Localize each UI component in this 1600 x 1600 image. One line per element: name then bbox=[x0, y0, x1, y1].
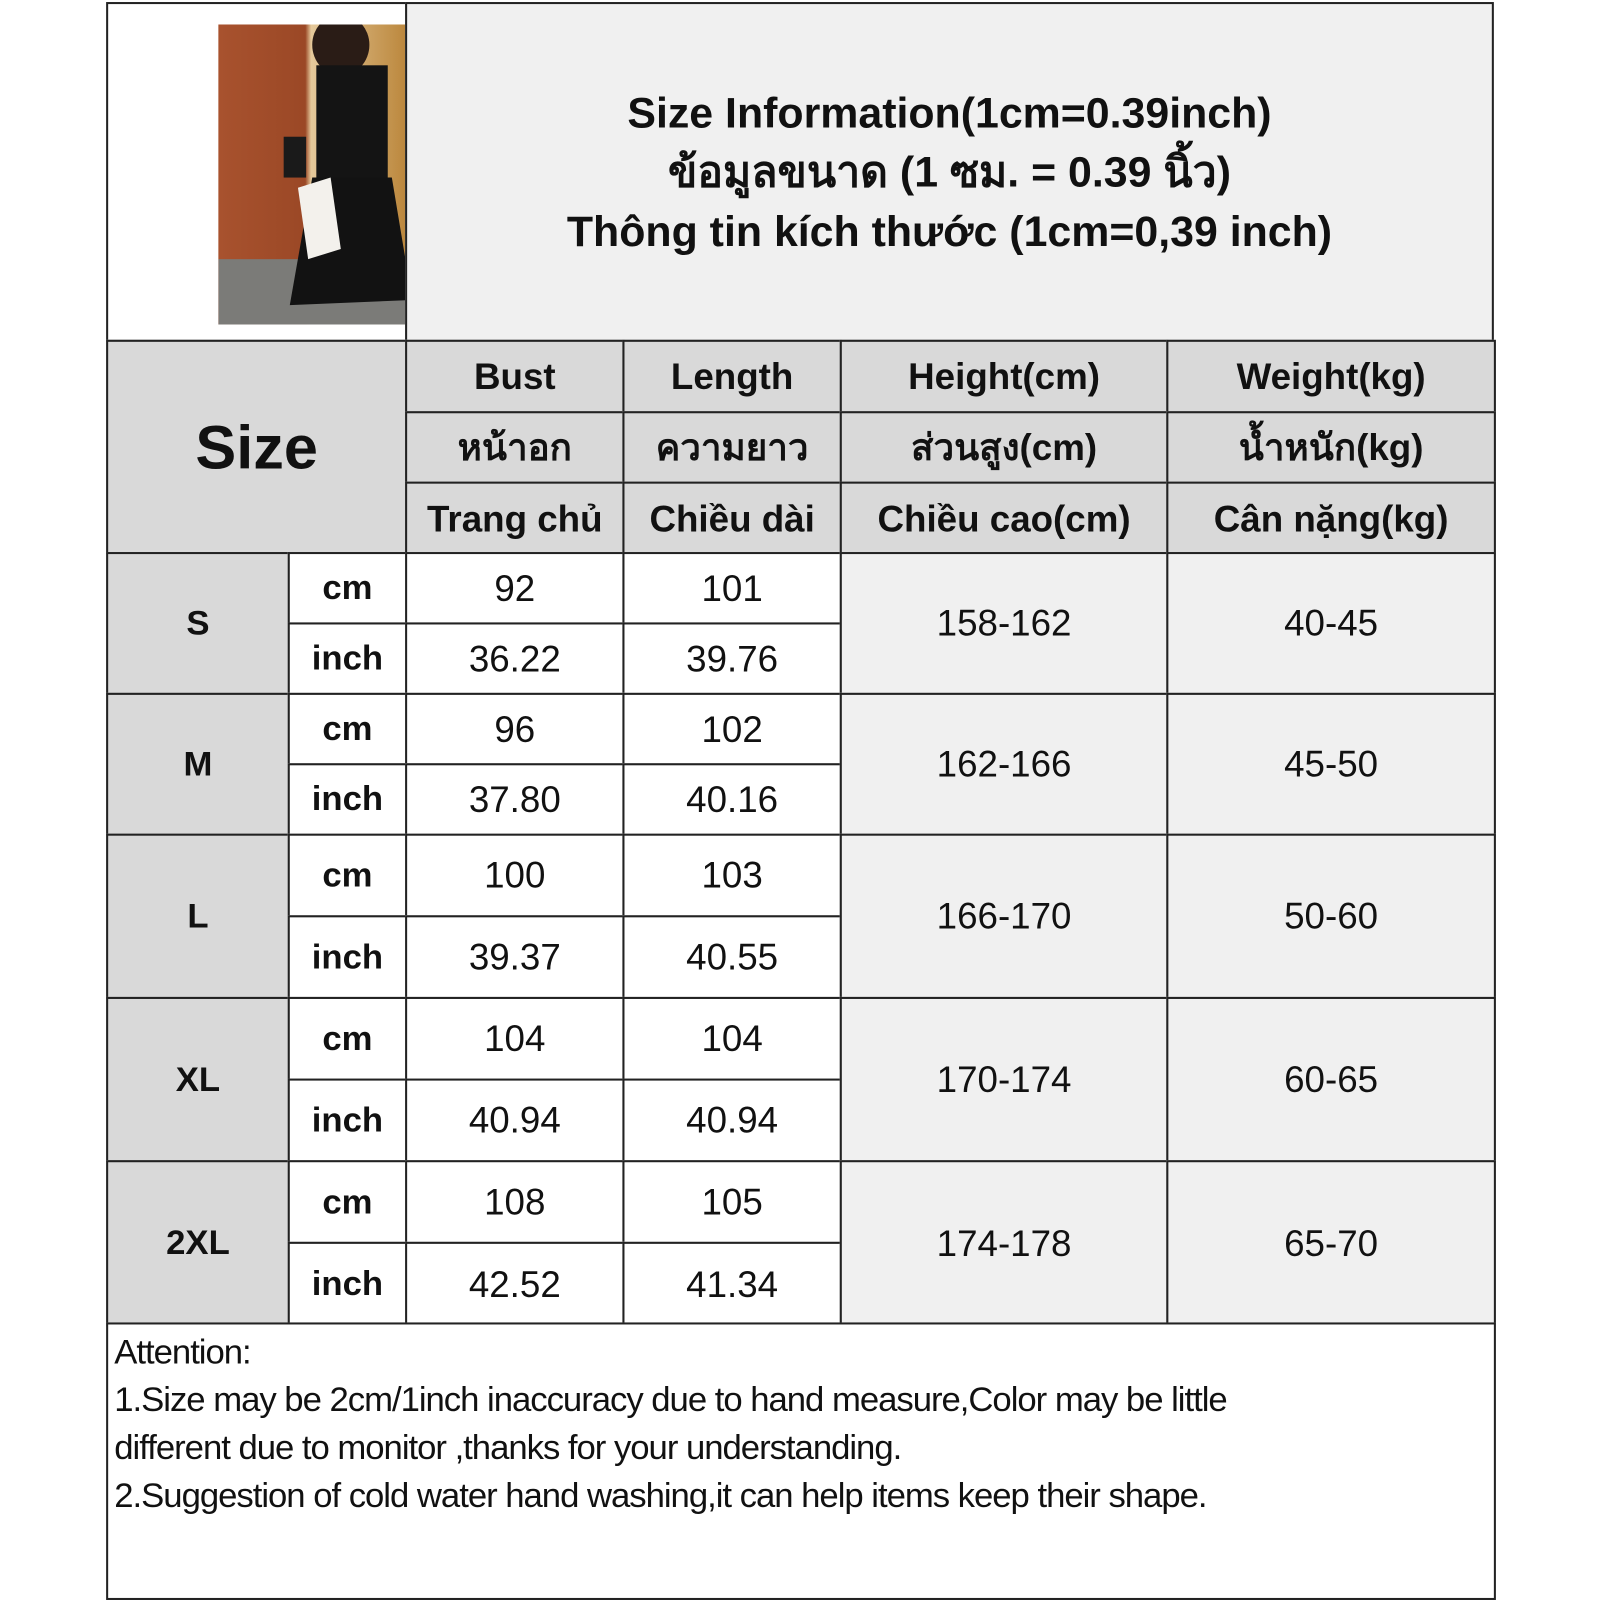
weight-range: 40-45 bbox=[1166, 552, 1496, 695]
product-photo-cell bbox=[106, 2, 509, 342]
length-value: 102 bbox=[622, 692, 842, 766]
column-header: Weight(kg) bbox=[1166, 339, 1496, 414]
note-1: 1.Size may be 2cm/1inch inaccuracy due t… bbox=[114, 1380, 1227, 1420]
unit-label: inch bbox=[287, 915, 408, 999]
length-value: 104 bbox=[622, 996, 842, 1081]
column-header: Length bbox=[622, 339, 842, 414]
column-header: น้ำหนัก(kg) bbox=[1166, 411, 1496, 484]
column-header: Bust bbox=[405, 339, 625, 414]
weight-range: 60-65 bbox=[1166, 996, 1496, 1163]
unit-label: cm bbox=[287, 996, 408, 1081]
length-value: 101 bbox=[622, 552, 842, 625]
bust-value: 40.94 bbox=[405, 1078, 625, 1163]
height-range: 174-178 bbox=[839, 1160, 1169, 1327]
unit-label: inch bbox=[287, 622, 408, 695]
column-header: Chiều dài bbox=[622, 481, 842, 557]
bust-value: 36.22 bbox=[405, 622, 625, 695]
bust-value: 100 bbox=[405, 833, 625, 918]
column-header: Chiều cao(cm) bbox=[839, 481, 1169, 557]
size-label: M bbox=[106, 692, 290, 836]
length-value: 105 bbox=[622, 1160, 842, 1244]
bust-value: 92 bbox=[405, 552, 625, 625]
bust-value: 42.52 bbox=[405, 1241, 625, 1327]
column-header: Height(cm) bbox=[839, 339, 1169, 414]
length-value: 39.76 bbox=[622, 622, 842, 695]
size-label: S bbox=[106, 552, 290, 695]
note-2: 2.Suggestion of cold water hand washing,… bbox=[114, 1476, 1207, 1516]
weight-range: 65-70 bbox=[1166, 1160, 1496, 1327]
unit-label: cm bbox=[287, 833, 408, 918]
length-value: 40.55 bbox=[622, 915, 842, 999]
title-thai: ข้อมูลขนาด (1 ซม. = 0.39 นิ้ว) bbox=[667, 147, 1231, 196]
weight-range: 50-60 bbox=[1166, 833, 1496, 999]
unit-label: inch bbox=[287, 1078, 408, 1163]
height-range: 166-170 bbox=[839, 833, 1169, 999]
height-range: 162-166 bbox=[839, 692, 1169, 836]
unit-label: inch bbox=[287, 1241, 408, 1327]
size-header: Size bbox=[106, 339, 408, 555]
column-header: Cân nặng(kg) bbox=[1166, 481, 1496, 557]
unit-label: cm bbox=[287, 692, 408, 766]
size-label: XL bbox=[106, 996, 290, 1163]
unit-label: cm bbox=[287, 1160, 408, 1244]
attention-notes: Attention: 1.Size may be 2cm/1inch inacc… bbox=[106, 1322, 1496, 1600]
title-vietnamese: Thông tin kích thước (1cm=0,39 inch) bbox=[566, 206, 1333, 255]
column-header: หน้าอก bbox=[405, 411, 625, 484]
length-value: 41.34 bbox=[622, 1241, 842, 1327]
height-range: 158-162 bbox=[839, 552, 1169, 695]
title-english: Size Information(1cm=0.39inch) bbox=[627, 88, 1272, 137]
length-value: 103 bbox=[622, 833, 842, 918]
bust-value: 104 bbox=[405, 996, 625, 1081]
height-range: 170-174 bbox=[839, 996, 1169, 1163]
size-label: 2XL bbox=[106, 1160, 290, 1327]
bust-value: 37.80 bbox=[405, 763, 625, 836]
bust-value: 39.37 bbox=[405, 915, 625, 999]
size-info-title: Size Information(1cm=0.39inch) ข้อมูลขนา… bbox=[405, 2, 1494, 342]
note-1-continued: different due to monitor ,thanks for you… bbox=[114, 1428, 902, 1468]
unit-label: cm bbox=[287, 552, 408, 625]
column-header: ความยาว bbox=[622, 411, 842, 484]
unit-label: inch bbox=[287, 763, 408, 836]
column-header: ส่วนสูง(cm) bbox=[839, 411, 1169, 484]
bust-value: 96 bbox=[405, 692, 625, 766]
length-value: 40.16 bbox=[622, 763, 842, 836]
length-value: 40.94 bbox=[622, 1078, 842, 1163]
size-label: L bbox=[106, 833, 290, 999]
notes-heading: Attention: bbox=[114, 1332, 251, 1372]
column-header: Trang chủ bbox=[405, 481, 625, 557]
bust-value: 108 bbox=[405, 1160, 625, 1244]
weight-range: 45-50 bbox=[1166, 692, 1496, 836]
